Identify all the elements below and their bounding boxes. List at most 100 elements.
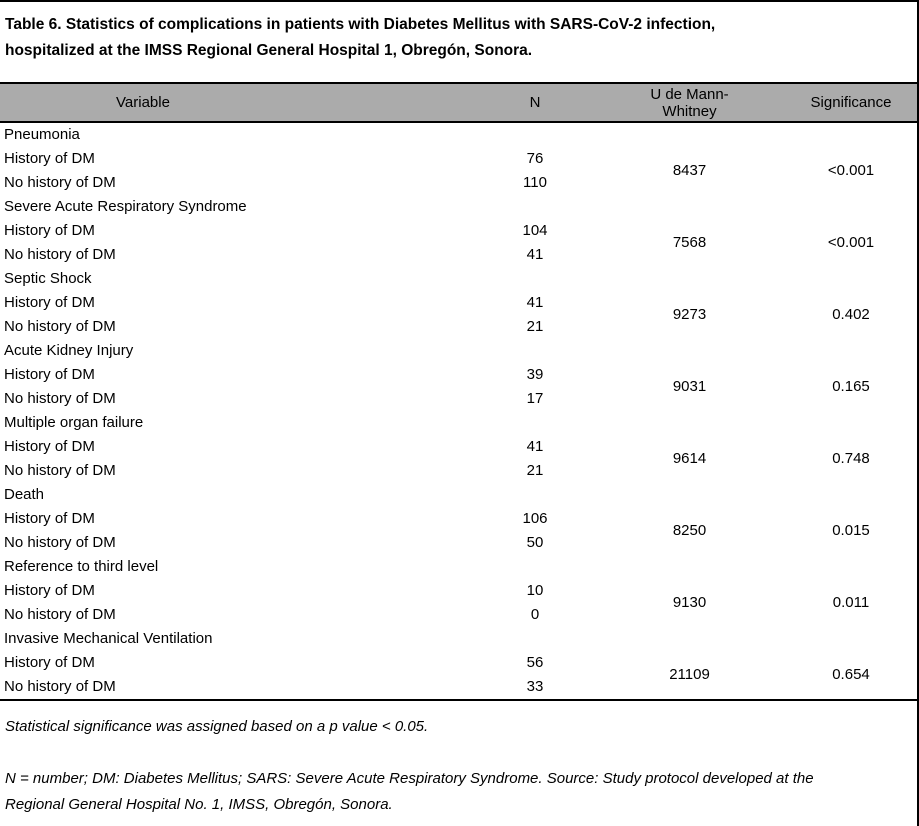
empty-cell bbox=[430, 122, 640, 147]
footnote-abbreviations: N = number; DM: Diabetes Mellitus; SARS:… bbox=[5, 770, 814, 813]
table-row-group: Pneumonia bbox=[0, 122, 917, 147]
empty-cell bbox=[430, 195, 640, 219]
empty-cell bbox=[430, 555, 640, 579]
empty-cell bbox=[430, 483, 640, 507]
no-history-label-cell: No history of DM bbox=[4, 246, 116, 263]
n-history-cell: 104 bbox=[522, 222, 548, 239]
significance-value-cell: 0.402 bbox=[832, 306, 870, 323]
n-history-cell: 106 bbox=[522, 510, 548, 527]
empty-cell bbox=[795, 195, 917, 219]
group-name-cell: Pneumonia bbox=[4, 126, 80, 143]
no-history-label-cell: No history of DM bbox=[4, 534, 116, 551]
table-row-group: Septic Shock bbox=[0, 267, 917, 291]
header-significance: Significance bbox=[795, 82, 917, 123]
empty-cell bbox=[640, 627, 795, 651]
table-row-group: Multiple organ failure bbox=[0, 411, 917, 435]
group-name-cell: Septic Shock bbox=[4, 270, 92, 287]
no-history-label-cell: No history of DM bbox=[4, 678, 116, 695]
u-value-cell: 9273 bbox=[672, 306, 707, 323]
no-history-label-cell: No history of DM bbox=[4, 462, 116, 479]
u-value-cell: 8437 bbox=[672, 162, 707, 179]
empty-cell bbox=[640, 411, 795, 435]
empty-cell bbox=[430, 267, 640, 291]
n-history-cell: 39 bbox=[526, 366, 544, 383]
u-value-cell: 7568 bbox=[672, 234, 707, 251]
table-row-no-history: No history of DM 33 bbox=[0, 675, 917, 700]
n-history-cell: 56 bbox=[526, 654, 544, 671]
table-row-no-history: No history of DM 17 bbox=[0, 387, 917, 411]
table-row-history: History of DM 10 9130 0.011 bbox=[0, 579, 917, 611]
table-caption: Table 6. Statistics of complications in … bbox=[5, 16, 716, 59]
significance-value-cell: 0.011 bbox=[832, 594, 870, 611]
header-variable: Variable bbox=[0, 82, 430, 123]
empty-cell bbox=[640, 555, 795, 579]
u-value-cell: 21109 bbox=[669, 666, 710, 683]
table-row-history: History of DM 76 8437 <0.001 bbox=[0, 147, 917, 179]
empty-cell bbox=[430, 627, 640, 651]
u-value-cell: 9130 bbox=[672, 594, 707, 611]
table-row-history: History of DM 106 8250 0.015 bbox=[0, 507, 917, 539]
header-row: Variable N U de Mann-Whitney Significanc… bbox=[0, 82, 917, 123]
table-row-history: History of DM 39 9031 0.165 bbox=[0, 363, 917, 395]
footnote-significance: Statistical significance was assigned ba… bbox=[5, 718, 429, 735]
group-name-cell: Death bbox=[4, 486, 45, 503]
significance-value-cell: 0.165 bbox=[832, 378, 870, 395]
history-label-cell: History of DM bbox=[4, 150, 95, 167]
table-row-group: Invasive Mechanical Ventilation bbox=[0, 627, 917, 651]
empty-cell bbox=[640, 122, 795, 147]
n-history-cell: 76 bbox=[526, 150, 544, 167]
table-row-no-history: No history of DM 110 bbox=[0, 171, 917, 195]
significance-value-cell: 0.748 bbox=[832, 450, 870, 467]
group-name-cell: Invasive Mechanical Ventilation bbox=[4, 630, 213, 647]
group-name-cell: Acute Kidney Injury bbox=[4, 342, 134, 359]
group-name-cell: Multiple organ failure bbox=[4, 414, 144, 431]
table-row-history: History of DM 41 9273 0.402 bbox=[0, 291, 917, 323]
n-no-history-cell: 0 bbox=[530, 606, 540, 623]
n-no-history-cell: 33 bbox=[526, 678, 544, 695]
empty-cell bbox=[640, 483, 795, 507]
empty-cell bbox=[795, 411, 917, 435]
empty-cell bbox=[430, 339, 640, 363]
table-row-no-history: No history of DM 21 bbox=[0, 315, 917, 339]
empty-cell bbox=[795, 555, 917, 579]
no-history-label-cell: No history of DM bbox=[4, 174, 116, 191]
n-no-history-cell: 17 bbox=[526, 390, 544, 407]
no-history-label-cell: No history of DM bbox=[4, 606, 116, 623]
significance-value-cell: 0.654 bbox=[832, 666, 870, 683]
table-row-history: History of DM 56 21109 0.654 bbox=[0, 651, 917, 683]
n-no-history-cell: 41 bbox=[526, 246, 544, 263]
history-label-cell: History of DM bbox=[4, 366, 95, 383]
history-label-cell: History of DM bbox=[4, 582, 95, 599]
history-label-cell: History of DM bbox=[4, 294, 95, 311]
table-row-no-history: No history of DM 21 bbox=[0, 459, 917, 483]
empty-cell bbox=[795, 267, 917, 291]
empty-cell bbox=[795, 122, 917, 147]
empty-cell bbox=[430, 411, 640, 435]
n-no-history-cell: 50 bbox=[526, 534, 544, 551]
statistics-table: Variable N U de Mann-Whitney Significanc… bbox=[0, 82, 917, 701]
n-no-history-cell: 110 bbox=[523, 174, 547, 191]
u-value-cell: 9031 bbox=[672, 378, 707, 395]
no-history-label-cell: No history of DM bbox=[4, 390, 116, 407]
empty-cell bbox=[640, 339, 795, 363]
header-n: N bbox=[430, 82, 640, 123]
history-label-cell: History of DM bbox=[4, 438, 95, 455]
table-row-no-history: No history of DM 50 bbox=[0, 531, 917, 555]
table-row-no-history: No history of DM 41 bbox=[0, 243, 917, 267]
empty-cell bbox=[795, 339, 917, 363]
u-value-cell: 9614 bbox=[672, 450, 707, 467]
n-history-cell: 10 bbox=[526, 582, 544, 599]
empty-cell bbox=[640, 267, 795, 291]
history-label-cell: History of DM bbox=[4, 654, 95, 671]
history-label-cell: History of DM bbox=[4, 222, 95, 239]
table-row-group: Acute Kidney Injury bbox=[0, 339, 917, 363]
u-value-cell: 8250 bbox=[672, 522, 707, 539]
table-row-no-history: No history of DM 0 bbox=[0, 603, 917, 627]
empty-cell bbox=[640, 195, 795, 219]
table-row-history: History of DM 41 9614 0.748 bbox=[0, 435, 917, 467]
history-label-cell: History of DM bbox=[4, 510, 95, 527]
header-mann-whitney: U de Mann-Whitney bbox=[640, 82, 795, 123]
n-history-cell: 41 bbox=[526, 438, 544, 455]
empty-cell bbox=[795, 627, 917, 651]
